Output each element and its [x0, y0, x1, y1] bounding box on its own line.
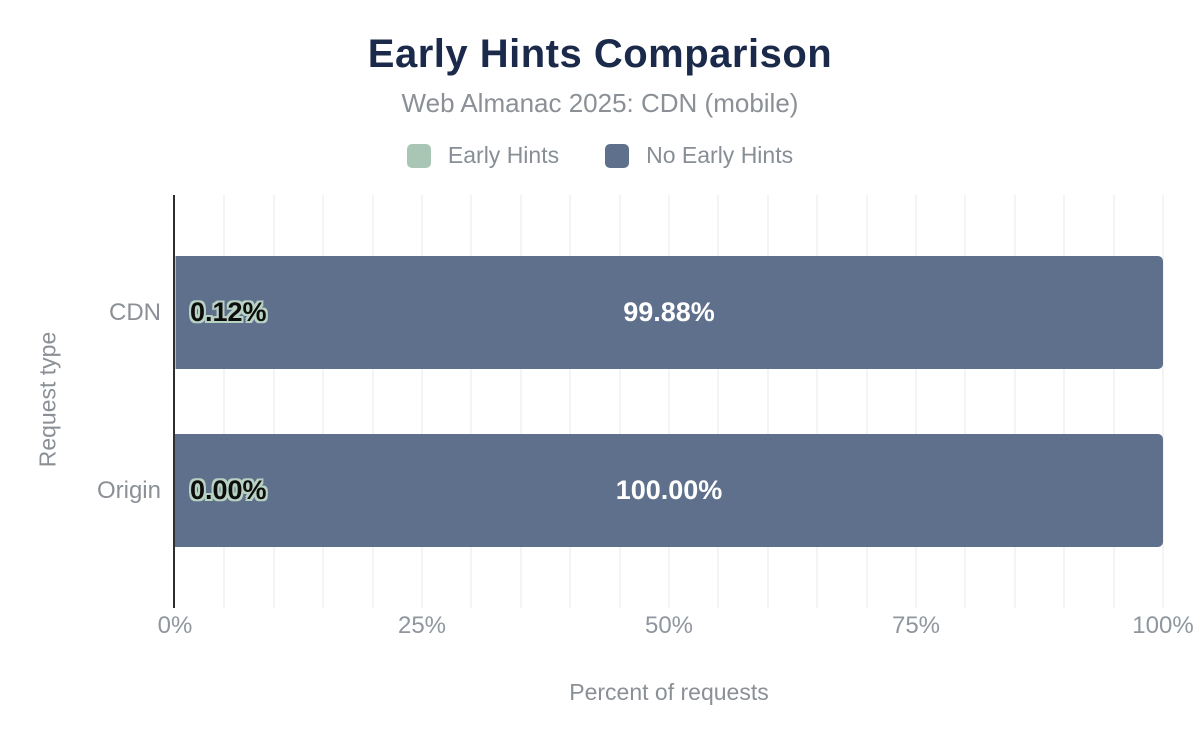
- value-label-origin-no-early-hints: 100.00%: [615, 475, 723, 505]
- gridline: [1063, 195, 1066, 608]
- gridline: [915, 195, 917, 608]
- gridline: [964, 195, 967, 608]
- gridline: [421, 195, 423, 608]
- chart-legend: Early Hints No Early Hints: [0, 142, 1200, 169]
- y-tick-label-cdn: CDN: [109, 299, 161, 326]
- y-axis-line: [173, 195, 175, 608]
- gridline: [865, 195, 868, 608]
- gridline: [1112, 195, 1115, 608]
- x-tick-label-75: 75%: [891, 612, 941, 639]
- gridline: [569, 195, 572, 608]
- gridline: [766, 195, 769, 608]
- legend-label: Early Hints: [447, 142, 560, 168]
- value-label-cdn-no-early-hints: 99.88%: [623, 297, 715, 327]
- chart-subtitle: Web Almanac 2025: CDN (mobile): [401, 88, 799, 118]
- bar-row-cdn: 0.12% 99.88%: [175, 256, 1163, 369]
- gridline: [223, 195, 226, 608]
- gridline: [371, 195, 374, 608]
- gridline: [322, 195, 325, 608]
- gridline: [519, 195, 522, 608]
- gridline: [1162, 195, 1164, 608]
- gridline: [470, 195, 473, 608]
- gridline: [668, 195, 670, 608]
- legend-item-no-early-hints[interactable]: No Early Hints: [605, 142, 793, 169]
- y-tick-label-origin: Origin: [96, 477, 161, 504]
- gridline: [816, 195, 819, 608]
- gridline: [618, 195, 621, 608]
- value-label-cdn-early-hints: 0.12%: [190, 297, 267, 327]
- gridline: [717, 195, 720, 608]
- x-tick-label-25: 25%: [397, 612, 447, 639]
- x-axis-title: Percent of requests: [569, 679, 769, 705]
- no-early-hints-swatch-icon: [605, 143, 630, 168]
- page-title: Early Hints Comparison: [367, 32, 833, 76]
- early-hints-swatch-icon: [406, 143, 431, 168]
- bar-origin-no-early-hints: [175, 434, 1163, 547]
- x-tick-label-0: 0%: [157, 612, 193, 639]
- legend-item-early-hints[interactable]: Early Hints: [406, 142, 560, 169]
- legend-label: No Early Hints: [646, 142, 794, 168]
- x-tick-label-50: 50%: [644, 612, 694, 639]
- y-axis-title: Request type: [34, 331, 61, 468]
- bar-row-origin: 0.00% 100.00%: [175, 434, 1163, 547]
- x-tick-label-100: 100%: [1132, 612, 1194, 639]
- gridline: [272, 195, 275, 608]
- bar-cdn-no-early-hints: [176, 256, 1163, 369]
- plot-area: 0.12% 99.88% 0.00% 100.00%: [173, 195, 1164, 608]
- bar-cdn-early-hints: [175, 256, 177, 369]
- value-label-origin-early-hints: 0.00%: [190, 475, 267, 505]
- gridline: [1013, 195, 1016, 608]
